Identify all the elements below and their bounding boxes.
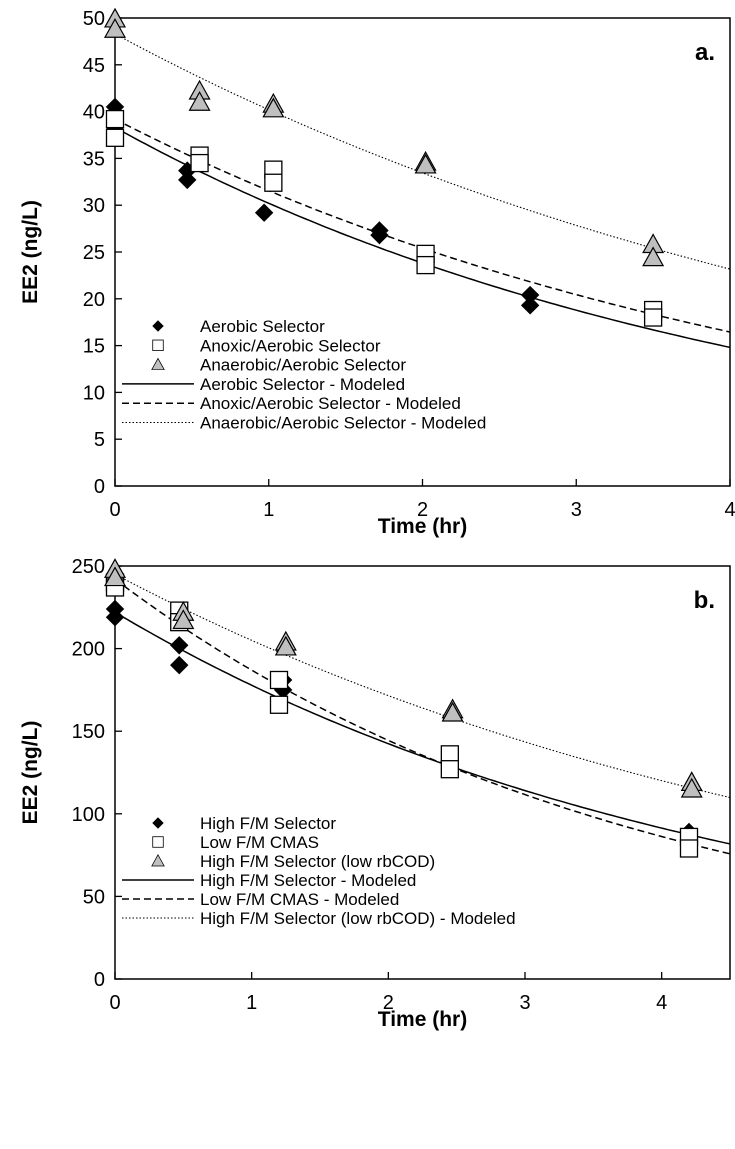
- data-point: [172, 609, 195, 630]
- data-point: [178, 170, 197, 190]
- y-axis-title: EE2 (ng/L): [19, 721, 42, 825]
- x-tick-label: 0: [109, 992, 120, 1014]
- y-tick-label: 15: [83, 336, 105, 358]
- panel-label: b.: [694, 587, 715, 614]
- data-point: [105, 608, 125, 627]
- data-point: [269, 695, 289, 714]
- x-axis-title: Time (hr): [378, 515, 467, 538]
- data-point: [188, 91, 211, 111]
- x-tick-label: 1: [246, 992, 257, 1014]
- y-tick-label: 200: [72, 639, 105, 661]
- legend-label: High F/M Selector (low rbCOD) - Modeled: [200, 909, 516, 928]
- legend-marker-shape: [152, 817, 164, 829]
- data-point: [105, 109, 125, 129]
- x-tick-label: 2: [417, 499, 428, 521]
- chart-panel-a: 0 5 10 15 20 25 30 35 40 45 50 0 1 2 3 4 Time (hr) EE2 (n…: [19, 7, 735, 538]
- data-point: [269, 670, 289, 690]
- legend-label: Anaerobic/Aerobic Selector: [200, 356, 406, 375]
- y-tick-label: 25: [83, 242, 105, 264]
- legend-marker: [152, 817, 164, 829]
- y-tick-label: 10: [83, 382, 105, 404]
- data-point: [264, 173, 283, 192]
- y-axis-title: EE2 (ng/L): [19, 200, 42, 304]
- y-tick-label: 100: [72, 804, 105, 826]
- data-point: [370, 225, 389, 245]
- y-tick-label: 50: [83, 8, 105, 30]
- x-axis-title: Time (hr): [378, 1008, 467, 1031]
- data-point: [520, 296, 540, 315]
- data-point: [414, 153, 437, 174]
- legend-label: Low F/M CMAS: [200, 833, 319, 852]
- data-point: [642, 246, 665, 267]
- model-curve: [114, 33, 731, 270]
- x-tick-label: 1: [263, 499, 274, 521]
- data-point: [262, 97, 285, 118]
- legend-marker-shape: [151, 357, 165, 370]
- legend-marker: [152, 320, 164, 332]
- y-tick-label: 0: [94, 476, 105, 498]
- y-tick-label: 45: [83, 55, 105, 77]
- chart-panel-b: 0 50 100 150 200 250 0 1 2 3 4 Time (hr) EE2 (ng/L) b…: [19, 556, 731, 1031]
- legend-label: Anaerobic/Aerobic Selector - Modeled: [200, 414, 486, 433]
- legend-marker: [151, 854, 165, 867]
- y-tick-label: 5: [94, 429, 105, 451]
- legend-label: Aerobic Selector: [200, 317, 325, 336]
- legend-marker: [152, 339, 164, 351]
- y-tick-label: 150: [72, 721, 105, 743]
- y-tick-label: 20: [83, 289, 105, 311]
- data-point: [680, 777, 703, 798]
- legend-label: Low F/M CMAS - Modeled: [200, 890, 399, 909]
- y-tick-label: 35: [83, 148, 105, 170]
- data-point: [416, 255, 435, 275]
- y-tick-label: 40: [83, 102, 105, 124]
- plot-frame: [114, 565, 731, 980]
- x-tick-label: 3: [571, 499, 582, 521]
- y-tick-label: 0: [94, 969, 105, 991]
- model-curve: [114, 611, 731, 845]
- legend-label: Anoxic/Aerobic Selector: [200, 336, 381, 355]
- legend-marker: [151, 357, 165, 370]
- legend-marker-shape: [152, 320, 164, 332]
- data-point: [440, 760, 459, 779]
- data-point: [274, 635, 297, 656]
- y-tick-label: 250: [72, 556, 105, 578]
- x-tick-label: 4: [656, 992, 667, 1014]
- panel-label: a.: [695, 39, 715, 66]
- data-point: [254, 203, 274, 222]
- data-point: [679, 839, 699, 858]
- legend-label: High F/M Selector: [200, 814, 336, 833]
- legend-label: Aerobic Selector - Modeled: [200, 375, 405, 394]
- y-tick-label: 50: [83, 886, 105, 908]
- data-point: [105, 128, 125, 147]
- data-point: [103, 566, 127, 587]
- data-point: [170, 636, 189, 655]
- data-point: [190, 153, 209, 173]
- legend-marker-shape: [151, 854, 165, 867]
- y-tick-label: 30: [83, 195, 105, 217]
- x-tick-label: 0: [109, 499, 120, 521]
- legend-marker: [152, 836, 164, 848]
- x-tick-label: 3: [519, 992, 530, 1014]
- legend-marker-shape: [152, 836, 164, 848]
- data-point: [170, 655, 189, 675]
- data-point: [441, 701, 464, 722]
- model-curve: [114, 578, 731, 855]
- data-point: [643, 308, 663, 327]
- model-curve: [114, 573, 731, 799]
- x-tick-label: 4: [724, 499, 735, 521]
- legend-label: Anoxic/Aerobic Selector - Modeled: [200, 394, 461, 413]
- legend-label: High F/M Selector (low rbCOD): [200, 852, 435, 871]
- data-point: [103, 17, 127, 38]
- legend-marker-shape: [152, 339, 164, 351]
- x-tick-label: 2: [383, 992, 394, 1014]
- legend-label: High F/M Selector - Modeled: [200, 871, 416, 890]
